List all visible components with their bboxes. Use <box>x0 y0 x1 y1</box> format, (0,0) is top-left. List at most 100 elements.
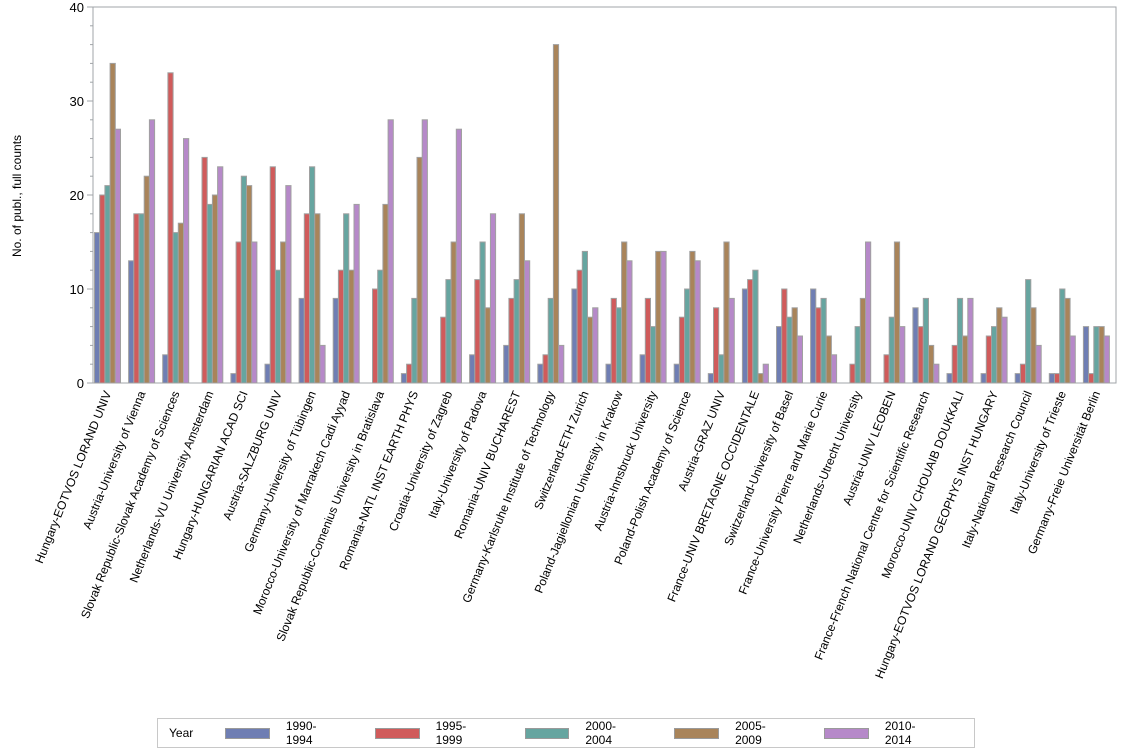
bar-2010-2014 <box>319 344 326 384</box>
bar-2010-2014 <box>967 297 974 384</box>
y-axis: 0 10 20 30 40 <box>70 0 1117 391</box>
bar-2010-2014 <box>1069 335 1076 384</box>
legend-swatch <box>824 727 869 739</box>
bar-2010-2014 <box>1035 344 1042 384</box>
bar-2005-2009 <box>484 307 491 384</box>
bar-1995-1999 <box>610 297 617 384</box>
bar-1990-1994 <box>673 363 680 384</box>
bar-2010-2014 <box>728 297 735 384</box>
bar-2010-2014 <box>183 138 190 384</box>
bar-2000-2004 <box>922 297 929 384</box>
bar-1995-1999 <box>337 269 345 384</box>
bar-2010-2014 <box>489 213 497 384</box>
bar-2010-2014 <box>285 185 292 384</box>
bar-2010-2014 <box>796 335 803 384</box>
bar-2000-2004 <box>991 326 998 384</box>
bar-2000-2004 <box>309 166 316 384</box>
bar-1990-1994 <box>1014 373 1021 384</box>
bar-1990-1994 <box>946 373 953 384</box>
bar-1990-1994 <box>810 288 817 384</box>
bar-2005-2009 <box>450 241 457 384</box>
y-tick-label: 20 <box>70 188 84 203</box>
bar-1995-1999 <box>1019 363 1027 384</box>
legend-swatch <box>374 727 420 739</box>
bar-1995-1999 <box>747 279 754 384</box>
bar-1995-1999 <box>815 307 822 384</box>
bar-2005-2009 <box>962 335 969 384</box>
bar-1990-1994 <box>741 288 749 384</box>
bar-2000-2004 <box>1025 279 1032 384</box>
bar-1990-1994 <box>537 363 544 384</box>
bar-1990-1994 <box>230 373 237 384</box>
legend-item-2000-2004: 2000-2004 <box>524 719 639 747</box>
bar-2010-2014 <box>251 241 258 384</box>
bar-2005-2009 <box>109 62 116 384</box>
y-tick-label: 30 <box>70 94 84 109</box>
bar-2005-2009 <box>143 175 150 384</box>
bar-2000-2004 <box>854 326 861 384</box>
bar-2010-2014 <box>455 128 462 384</box>
x-tick-label: Croatia-University of Zagreb <box>386 389 455 534</box>
bar-2000-2004 <box>718 354 725 384</box>
bar-1990-1994 <box>264 363 271 384</box>
bar-1995-1999 <box>508 297 515 384</box>
legend-label: 2005-2009 <box>735 719 766 747</box>
bar-1995-1999 <box>474 279 481 384</box>
legend-item-1990-1994: 1990-1994 <box>225 719 339 747</box>
bar-2010-2014 <box>660 250 667 384</box>
bar-2005-2009 <box>211 194 219 384</box>
bar-2010-2014 <box>933 363 940 384</box>
legend-swatch <box>674 727 720 739</box>
bar-1990-1994 <box>1048 373 1056 384</box>
bar-1990-1994 <box>639 354 646 384</box>
bar-1995-1999 <box>201 156 208 384</box>
bar-2000-2004 <box>411 297 418 384</box>
bar-2000-2004 <box>684 288 691 384</box>
x-tick-label: Romania-UNIV BUCHAREST <box>451 388 523 540</box>
bar-1995-1999 <box>644 297 651 384</box>
bar-1990-1994 <box>469 354 476 384</box>
bar-2010-2014 <box>592 307 599 384</box>
legend-item-2010-2014: 2010-2014 <box>824 719 938 747</box>
legend-label: 1990-1994 <box>285 719 317 747</box>
bar-1995-1999 <box>781 288 788 384</box>
bar-1995-1999 <box>1088 373 1095 384</box>
bar-2005-2009 <box>1030 307 1037 384</box>
bar-1995-1999 <box>713 307 720 384</box>
legend-item-1995-1999: 1995-1999 <box>374 719 489 747</box>
bar-2000-2004 <box>172 232 179 384</box>
bar-1990-1994 <box>400 373 408 384</box>
bar-2010-2014 <box>387 119 394 384</box>
bar-1995-1999 <box>917 326 924 384</box>
bar-2000-2004 <box>104 185 111 384</box>
legend: Year 1990-1994 1995-1999 2000-2004 2005-… <box>157 718 975 748</box>
bar-1990-1994 <box>298 297 305 384</box>
bar-1995-1999 <box>883 354 890 384</box>
bar-2000-2004 <box>445 279 452 384</box>
bar-1995-1999 <box>1054 373 1061 384</box>
bar-2010-2014 <box>217 166 224 384</box>
bar-2000-2004 <box>206 203 213 384</box>
bar-2005-2009 <box>177 222 185 384</box>
bar-2005-2009 <box>791 307 798 384</box>
bar-1990-1994 <box>912 307 919 384</box>
bar-2000-2004 <box>752 269 759 384</box>
bar-2005-2009 <box>723 241 730 384</box>
bar-2000-2004 <box>240 175 248 384</box>
bar-2000-2004 <box>956 297 964 384</box>
bar-1995-1999 <box>133 213 140 384</box>
bar-2010-2014 <box>762 363 769 384</box>
bar-2005-2009 <box>1064 297 1071 384</box>
y-tick-label: 10 <box>70 282 84 297</box>
bar-1995-1999 <box>678 316 686 384</box>
bar-1990-1994 <box>1082 326 1090 384</box>
bar-1995-1999 <box>406 363 413 384</box>
legend-swatch <box>524 727 570 739</box>
bar-2000-2004 <box>513 279 520 384</box>
bar-2005-2009 <box>893 241 901 384</box>
bar-2010-2014 <box>148 119 156 384</box>
legend-swatch <box>225 727 270 739</box>
bar-2000-2004 <box>479 241 486 384</box>
x-tick-label: Austria-Innsbruck University <box>591 389 660 533</box>
bar-2005-2009 <box>314 213 321 384</box>
